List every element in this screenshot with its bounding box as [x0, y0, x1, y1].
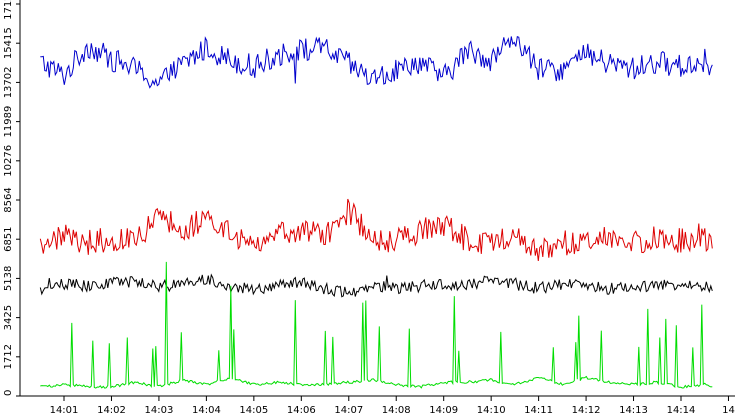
series-lines [39, 36, 713, 389]
x-tick-label: 14:08 [382, 405, 411, 415]
y-tick-label: 1712 [3, 344, 14, 369]
series-line-3 [39, 273, 713, 298]
x-tick-label: 14 [722, 405, 735, 415]
x-tick-label: 14:07 [334, 405, 363, 415]
x-tick-label: 14:02 [97, 405, 126, 415]
series-line-2 [39, 198, 713, 261]
x-tick-label: 14:04 [192, 405, 221, 415]
y-tick-label: 17128 [3, 0, 14, 20]
series-line-4 [40, 261, 713, 389]
y-tick-label: 0 [3, 390, 14, 396]
series-line-1 [40, 36, 713, 89]
y-tick-label: 10276 [3, 145, 14, 177]
y-tick-label: 15415 [3, 27, 14, 59]
x-tick-label: 14:03 [144, 405, 173, 415]
x-tick-label: 14:06 [287, 405, 316, 415]
x-tick-label: 14:01 [50, 405, 79, 415]
x-tick-label: 14:13 [619, 405, 648, 415]
axes [19, 0, 735, 397]
x-tick-label: 14:05 [239, 405, 268, 415]
y-tick-label: 11989 [3, 106, 14, 138]
y-ticks: 0 1712 3425 5138 6851 8564 10276 11989 13702 1541… [3, 0, 20, 397]
x-tick-label: 14:11 [524, 405, 553, 415]
y-tick-label: 8564 [3, 187, 14, 212]
y-tick-label: 3425 [3, 305, 14, 330]
x-tick-label: 14:09 [429, 405, 458, 415]
y-tick-label: 13702 [3, 66, 14, 98]
x-tick-label: 14:10 [477, 405, 506, 415]
x-tick-label: 14:14 [667, 405, 696, 415]
y-tick-label: 6851 [3, 226, 14, 251]
x-tick-label: 14:12 [572, 405, 601, 415]
x-ticks: 14:01 14:02 14:03 14:04 14:05 14:06 14:07 14:08… [50, 396, 735, 415]
y-tick-label: 5138 [3, 266, 14, 291]
